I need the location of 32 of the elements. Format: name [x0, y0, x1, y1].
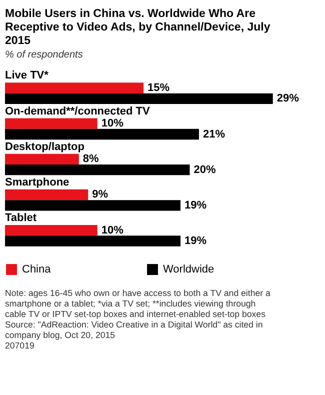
data-label: 8%: [82, 153, 100, 166]
data-label: 15%: [148, 82, 170, 94]
chart-title: Mobile Users in China vs. Worldwide Who Are Receptive to Video Ads, by Channel/Device, July 2015: [5, 8, 271, 48]
bar: [5, 236, 180, 246]
bar: [5, 93, 273, 104]
legend-label: China: [22, 264, 52, 276]
bar: [5, 224, 98, 236]
text: 207019: [5, 340, 34, 350]
legend-label: Worldwide: [163, 264, 214, 276]
data-label: 10%: [101, 224, 124, 236]
bar: [5, 164, 190, 176]
data-label: 9%: [92, 188, 108, 201]
bar: [5, 189, 88, 200]
data-label: 19%: [184, 199, 207, 212]
y-tick-label: Live TV*: [5, 70, 50, 82]
bar: [5, 154, 79, 164]
y-tick-label: Smartphone: [5, 176, 70, 188]
data-label: 29%: [276, 92, 300, 105]
data-label: 19%: [184, 234, 207, 247]
data-label: 21%: [202, 128, 226, 140]
bar: [5, 82, 144, 94]
y-tick-label: On-demand**/connected TV: [5, 105, 151, 118]
bar: [5, 128, 199, 140]
bar: [5, 118, 98, 129]
data-label: 10%: [101, 118, 124, 130]
bar: [5, 200, 180, 211]
chart-subtitle: % of respondents: [5, 50, 83, 61]
source-note: Source: "AdReaction: Video Creative in a Digital World" as cited in company blog, Oct 20, 2015: [5, 320, 263, 340]
data-label: 20%: [194, 164, 216, 176]
y-tick-label: Tablet: [5, 212, 37, 224]
y-tick-label: Desktop/laptop: [5, 140, 85, 153]
text: Note: ages 16-45 who own or have access to both a TV and either a smartphone or a tablet; *via a TV set; **includes viewing through cable TV or IPTV set-top boxes and internet-enabled set-top boxes: [5, 288, 270, 319]
